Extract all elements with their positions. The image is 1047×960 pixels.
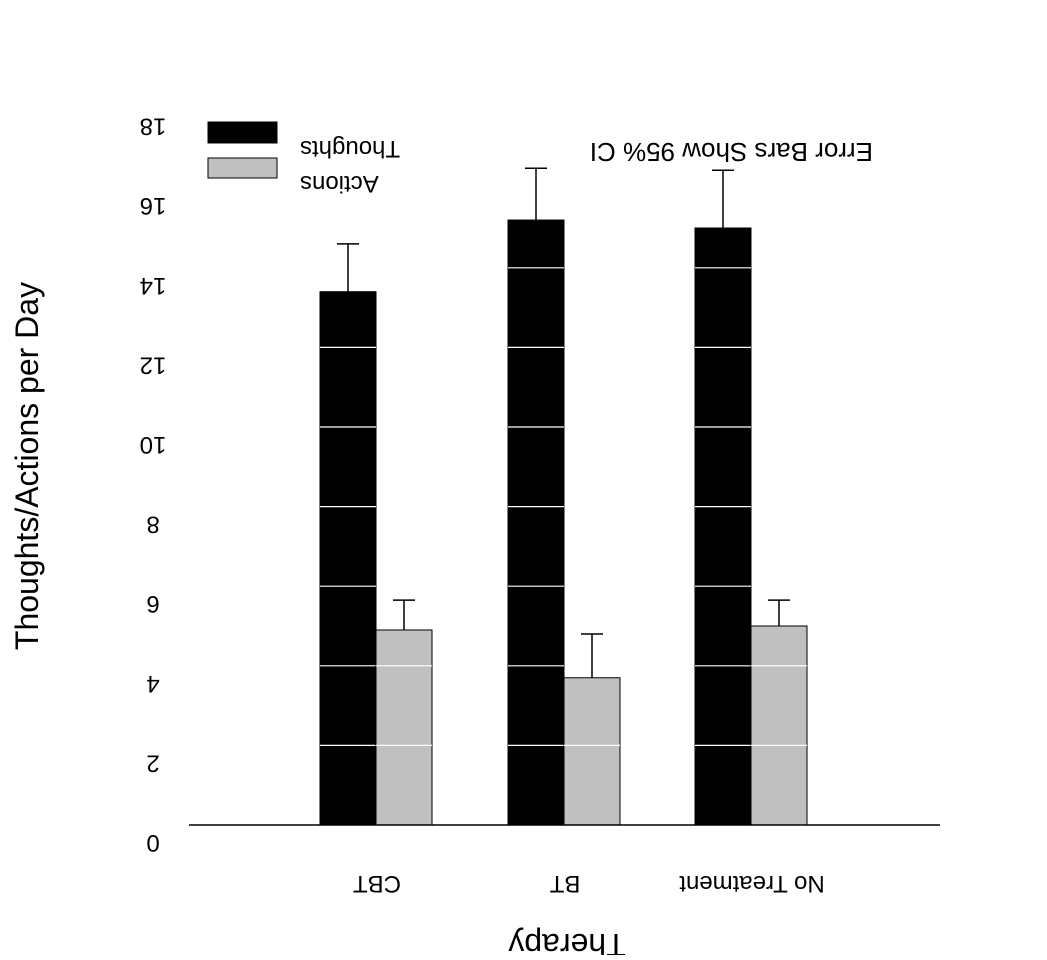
y-tick-label: 14: [140, 272, 167, 299]
bar-actions-cbt: [375, 629, 433, 826]
y-tick-label: 0: [146, 829, 159, 856]
error-bar-annotation: Error Bars Show 95% CI: [590, 137, 873, 167]
bar-actions-bt: [563, 677, 621, 826]
x-tick-label: BT: [549, 870, 580, 897]
y-tick-label: 8: [146, 511, 159, 538]
y-tick-label: 18: [140, 113, 167, 140]
legend-label-thoughts: Thoughts: [300, 135, 400, 162]
legend-swatch-thoughts: [207, 121, 278, 144]
bar-thoughts-cbt: [319, 291, 377, 826]
bar-thoughts-bt: [507, 219, 565, 826]
y-tick-label: 4: [146, 670, 159, 697]
y-axis-label: Thoughts/Actions per Day: [9, 282, 45, 650]
bar-thoughts-no-treatment: [694, 227, 752, 826]
y-tick-label: 12: [140, 351, 167, 378]
y-tick-label: 6: [146, 590, 159, 617]
bar-actions-no-treatment: [750, 625, 808, 826]
x-tick-label: No Treatment: [679, 870, 825, 897]
x-tick-label: CBT: [353, 870, 401, 897]
y-tick-label: 10: [140, 431, 167, 458]
legend-label-actions: Actions: [300, 170, 379, 197]
y-tick-label: 16: [140, 192, 167, 219]
x-axis-label: Therapy: [508, 927, 625, 955]
y-tick-label: 2: [146, 749, 159, 776]
legend-swatch-actions: [207, 157, 278, 179]
